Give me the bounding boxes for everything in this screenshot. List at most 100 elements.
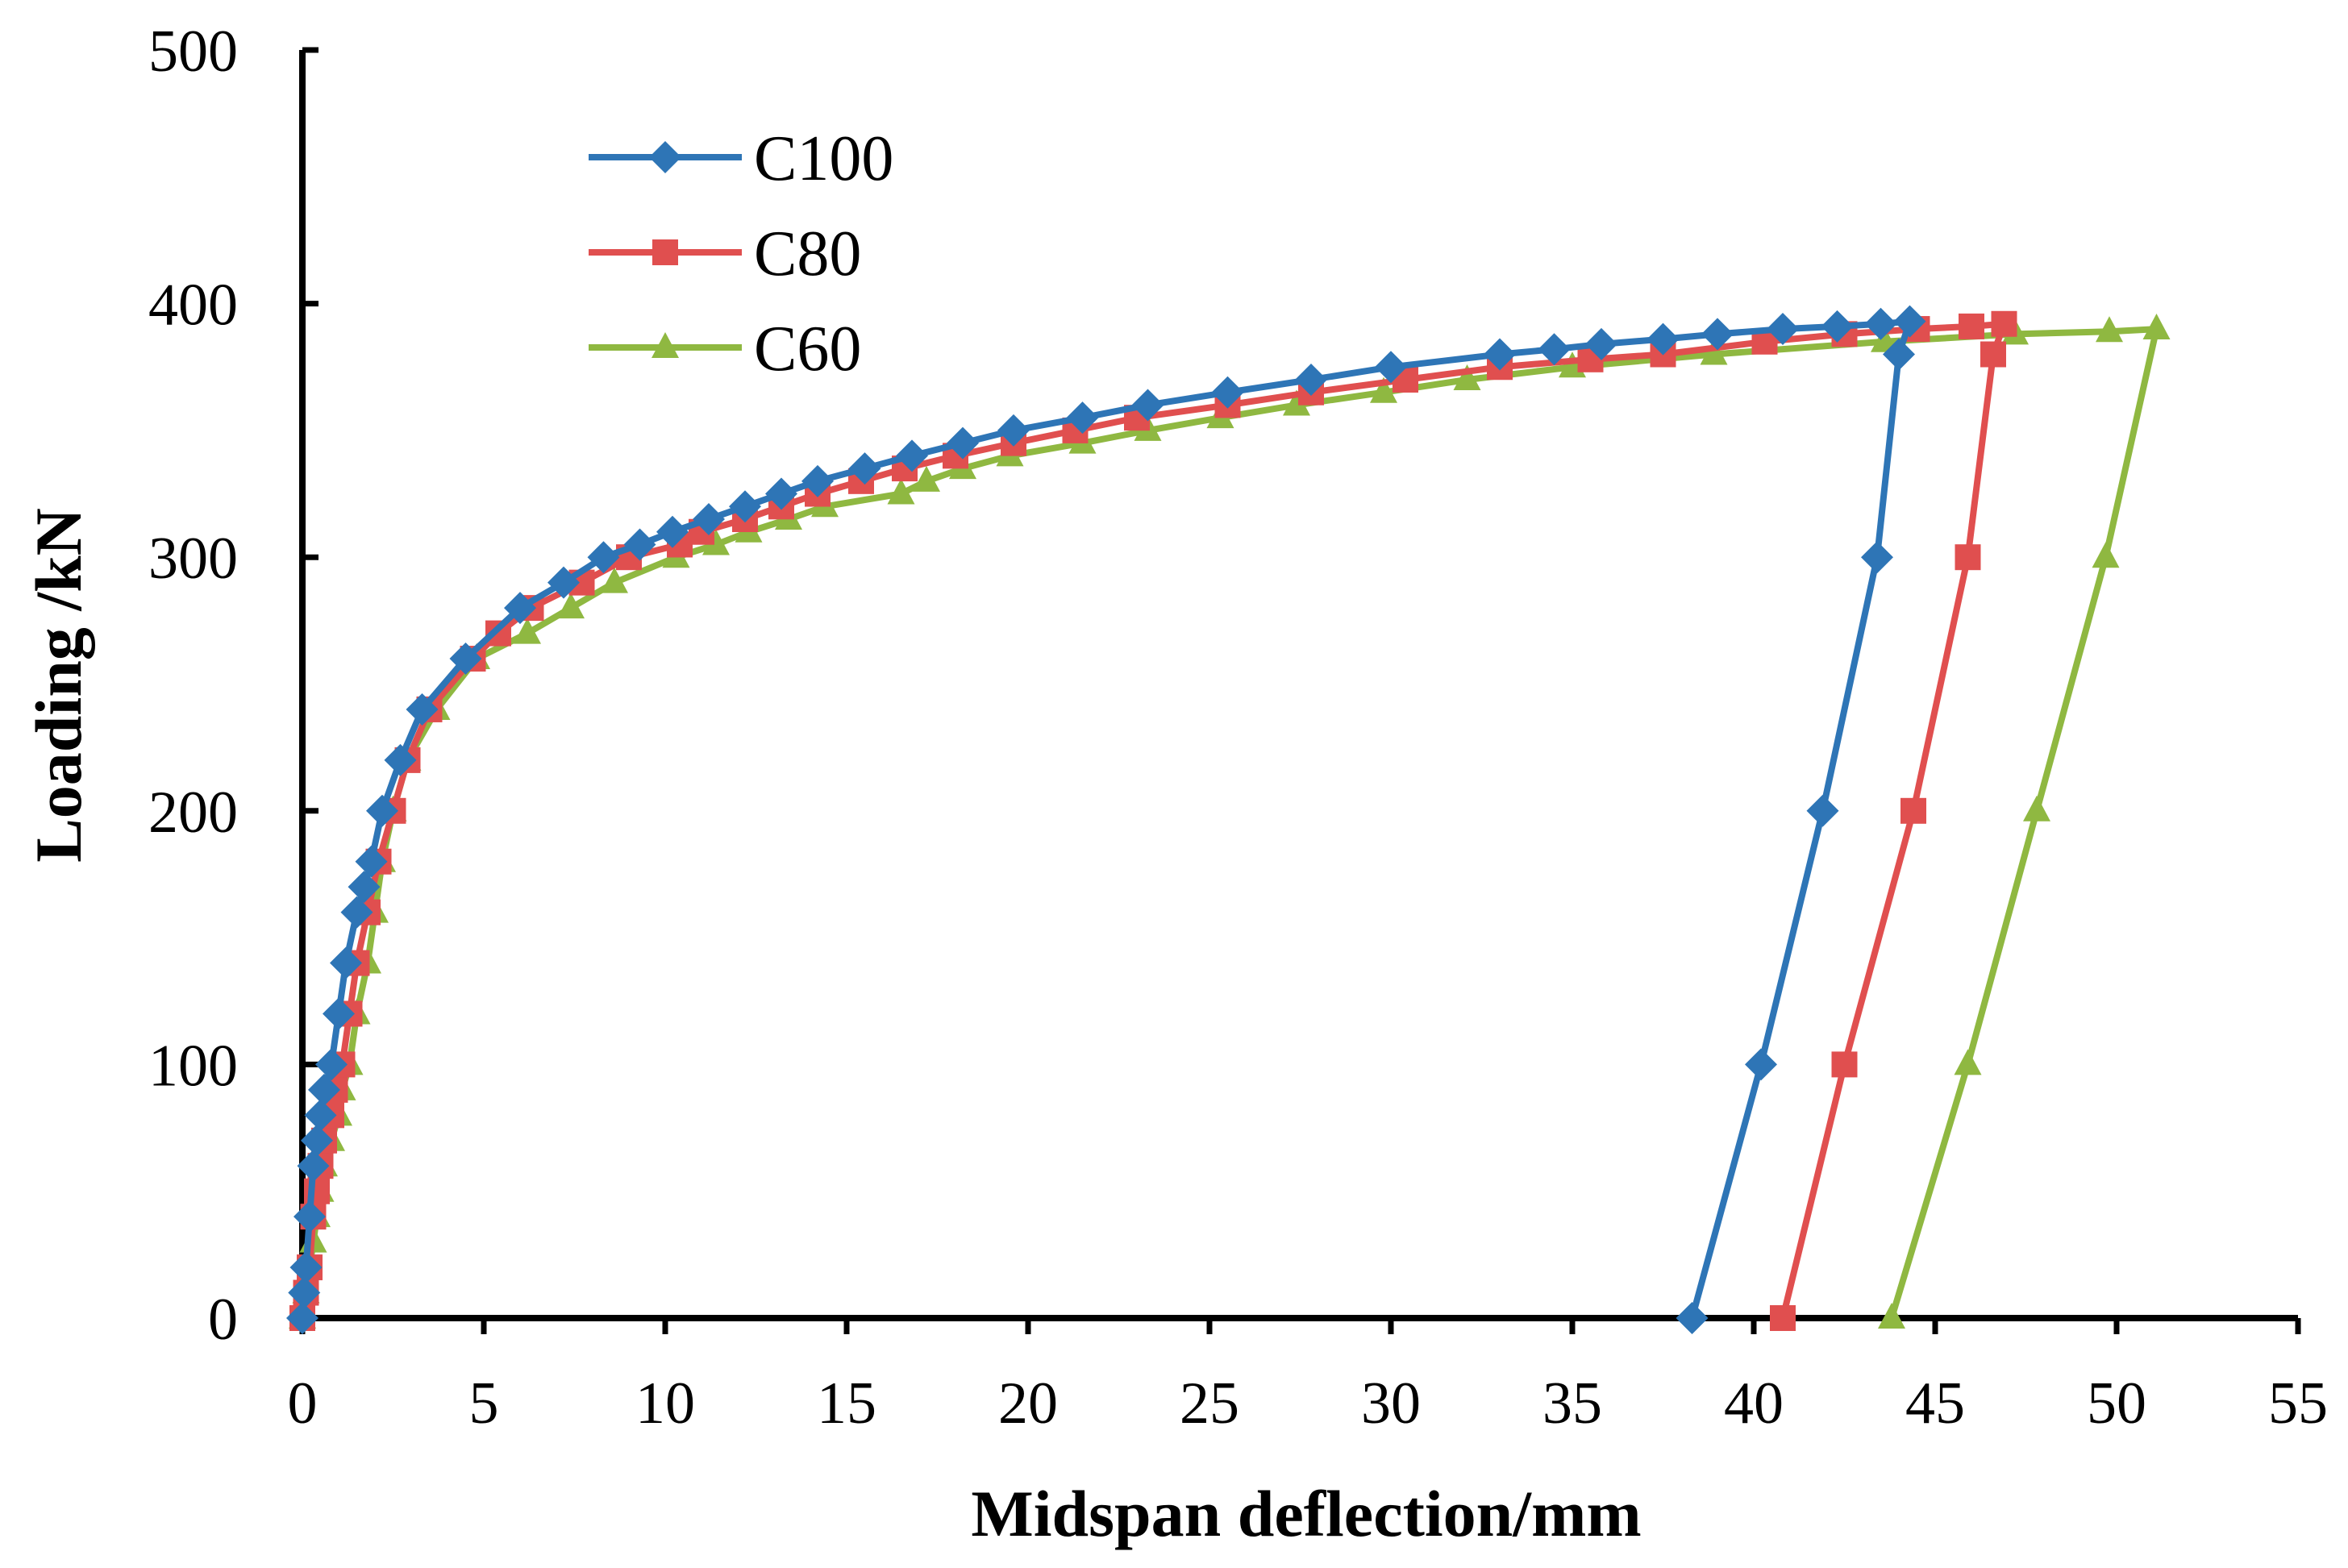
data-point-c100 [366, 794, 398, 827]
data-point-c100 [1883, 338, 1915, 371]
data-point-c100 [587, 541, 620, 574]
data-point-c100 [340, 896, 373, 929]
data-point-c80 [1770, 1305, 1796, 1331]
x-tick-label: 35 [1542, 1370, 1602, 1437]
data-point-c100 [355, 845, 388, 878]
x-tick-label: 0 [288, 1370, 318, 1437]
y-tick-label: 300 [148, 526, 238, 592]
data-point-c100 [693, 503, 725, 536]
data-point-c80 [1959, 313, 1984, 339]
data-point-c100 [997, 414, 1030, 447]
data-point-c100 [297, 1150, 330, 1183]
x-tick-label: 10 [635, 1370, 695, 1437]
data-point-c100 [323, 997, 355, 1030]
data-point-c60 [887, 478, 915, 505]
y-axis-title: Loading /kN [22, 508, 95, 863]
data-point-c80 [1831, 1051, 1858, 1078]
legend-marker-c80 [652, 239, 678, 265]
data-point-c100 [1864, 307, 1897, 340]
y-tick-label: 200 [148, 780, 238, 846]
x-tick-label: 45 [1905, 1370, 1965, 1437]
data-point-c60 [1370, 376, 1397, 403]
data-point-c100 [504, 592, 536, 625]
data-point-c100 [315, 1048, 348, 1081]
legend: C100 C80 C60 [589, 123, 893, 385]
series-c80 [289, 310, 2017, 1331]
x-tick-label: 15 [817, 1370, 876, 1437]
data-point-c60 [557, 593, 585, 619]
data-point-c100 [765, 477, 797, 510]
x-tick-label: 40 [1724, 1370, 1784, 1437]
data-point-c100 [896, 439, 928, 472]
data-point-c100 [1585, 327, 1617, 360]
data-point-c100 [308, 1073, 340, 1106]
series-line-c60 [299, 326, 2160, 1320]
x-tick-label: 55 [2268, 1370, 2328, 1437]
data-point-c100 [1538, 333, 1571, 366]
data-point-c100 [1484, 338, 1516, 371]
legend-marker-c100 [649, 141, 681, 173]
axes: 0 100 200 300 400 500 0 5 10 15 20 25 30 35 40 45 50 55 [148, 19, 2328, 1437]
data-point-c100 [286, 1302, 318, 1334]
legend-item-c60: C60 [589, 314, 861, 385]
y-tick-label: 0 [208, 1287, 238, 1353]
data-point-c100 [1861, 541, 1893, 574]
data-point-c100 [1647, 322, 1680, 356]
y-tick-label: 400 [148, 272, 238, 339]
data-point-c100 [1701, 318, 1734, 351]
data-point-c100 [406, 692, 439, 726]
data-point-c100 [1295, 363, 1327, 396]
x-tick-label: 30 [1361, 1370, 1421, 1437]
data-point-c60 [1700, 339, 1728, 365]
data-point-c80 [1900, 797, 1926, 824]
data-point-c60 [1283, 389, 1310, 416]
series-line-c100 [299, 318, 1913, 1320]
data-point-c100 [1375, 351, 1407, 384]
data-point-c100 [1821, 310, 1854, 343]
x-axis-title: Midspan deflection/mm [971, 1477, 1641, 1550]
data-point-c60 [2142, 314, 2171, 340]
data-point-c60 [1878, 1303, 1905, 1329]
data-point-c100 [304, 1099, 337, 1132]
data-point-c100 [449, 643, 482, 676]
data-point-c60 [702, 529, 730, 555]
legend-item-c80: C80 [589, 218, 861, 289]
data-point-c60 [1954, 1049, 1982, 1075]
data-point-c60 [514, 618, 541, 644]
y-tick-label: 500 [148, 19, 238, 85]
data-point-c100 [656, 515, 689, 548]
data-point-c60 [913, 465, 940, 492]
data-point-c60 [2096, 316, 2123, 343]
data-point-c80 [1955, 544, 1981, 571]
data-point-c80 [1980, 341, 2006, 368]
legend-label-c60: C60 [754, 314, 861, 385]
series-c100 [286, 305, 1926, 1334]
data-point-c100 [947, 426, 979, 460]
legend-item-c100: C100 [589, 123, 893, 194]
legend-marker-c60 [652, 332, 679, 358]
data-point-c100 [547, 566, 580, 599]
x-tick-label: 5 [469, 1370, 499, 1437]
data-point-c60 [1871, 326, 1898, 352]
data-point-c100 [1806, 794, 1839, 827]
legend-label-c100: C100 [754, 123, 893, 194]
data-point-c100 [330, 946, 362, 979]
data-point-c100 [1066, 401, 1099, 435]
data-point-c60 [2092, 542, 2120, 568]
x-tick-label: 50 [2087, 1370, 2146, 1437]
data-point-c100 [384, 743, 417, 776]
data-point-c60 [1453, 364, 1481, 390]
data-point-c100 [729, 490, 761, 523]
data-point-c100 [623, 528, 656, 561]
data-point-c100 [1211, 376, 1244, 409]
data-point-c100 [288, 1276, 321, 1309]
data-point-c100 [289, 1251, 323, 1284]
legend-label-c80: C80 [754, 218, 861, 289]
data-point-c100 [348, 871, 381, 904]
data-point-c60 [601, 567, 628, 593]
data-point-c100 [1767, 313, 1799, 346]
data-point-c100 [1131, 389, 1164, 422]
data-point-c80 [1991, 310, 2017, 337]
